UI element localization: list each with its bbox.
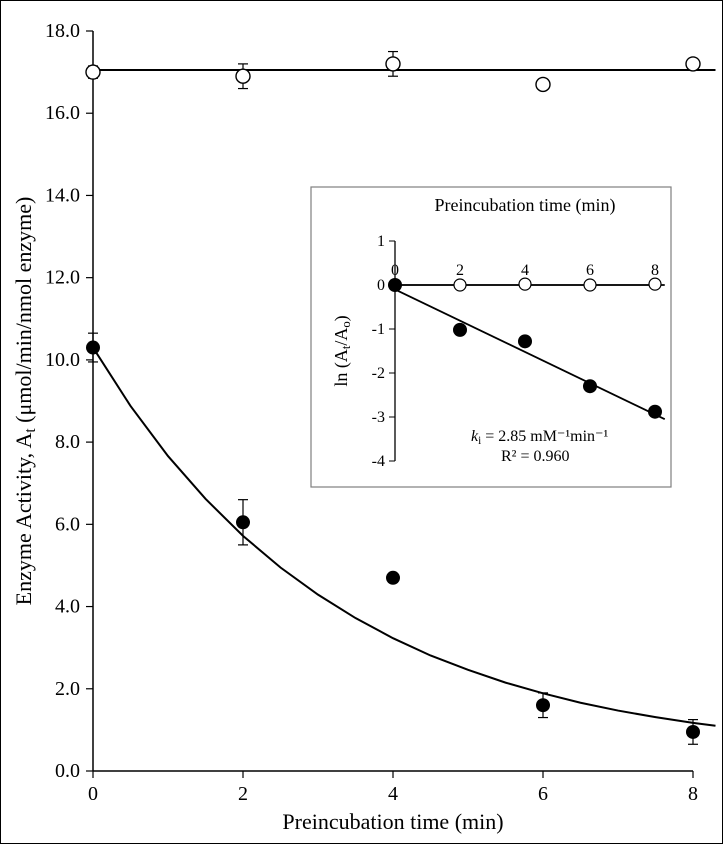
- inset-annotation-r2: R² = 0.960: [501, 448, 570, 465]
- inset-filled-marker: [518, 334, 532, 348]
- main-x-label: Preincubation time (min): [282, 809, 503, 834]
- inset-x-tick-label: 0: [391, 262, 399, 279]
- inset-y-tick-label: -3: [372, 409, 385, 426]
- main-open-marker: [386, 57, 400, 71]
- inset-open-marker: [519, 278, 531, 290]
- main-y-tick-label: 14.0: [45, 184, 80, 206]
- main-filled-marker: [86, 341, 100, 355]
- main-y-tick-label: 16.0: [45, 102, 80, 124]
- main-y-tick-label: 4.0: [55, 596, 80, 618]
- inset-x-tick-label: 8: [651, 262, 659, 279]
- main-filled-marker: [536, 698, 550, 712]
- main-filled-marker: [236, 515, 250, 529]
- inset-x-tick-label: 4: [521, 262, 529, 279]
- main-x-tick-label: 2: [238, 783, 248, 805]
- main-y-tick-label: 2.0: [55, 678, 80, 700]
- inset-y-tick-label: -2: [372, 365, 385, 382]
- inset-x-label: Preincubation time (min): [435, 195, 616, 216]
- main-y-label: Enzyme Activity, At (μmol/min/nmol enzym…: [11, 197, 39, 606]
- inset-open-marker: [584, 279, 596, 291]
- inset-filled-marker: [453, 323, 467, 337]
- inset-open-marker: [454, 279, 466, 291]
- inset-open-marker: [649, 278, 661, 290]
- main-open-marker: [236, 69, 250, 83]
- main-x-tick-label: 0: [88, 783, 98, 805]
- main-y-tick-label: 0.0: [55, 760, 80, 782]
- inset-filled-marker: [388, 278, 402, 292]
- main-x-tick-label: 6: [538, 783, 548, 805]
- inset-annotation-ki: ki = 2.85 mM⁻¹min⁻¹: [471, 428, 608, 447]
- chart-svg: 0.0 2.0 4.0 6.0 8.0 10.0 12.0 14.0 16.0 18.0 0 2 4 6 8…: [1, 1, 723, 845]
- inset-x-tick-label: 2: [456, 262, 464, 279]
- main-y-tick-label: 6.0: [55, 513, 80, 535]
- main-y-tick-label: 18.0: [45, 20, 80, 42]
- main-open-marker: [686, 57, 700, 71]
- main-filled-marker: [686, 725, 700, 739]
- inset-y-tick-label: -4: [372, 453, 385, 470]
- main-x-tick-label: 8: [688, 783, 698, 805]
- inset-y-tick-label: 1: [377, 233, 385, 250]
- inset-filled-marker: [583, 379, 597, 393]
- inset-y-tick-label: -1: [372, 321, 385, 338]
- inset-y-tick-label: 0: [377, 277, 385, 294]
- main-y-tick-label: 8.0: [55, 431, 80, 453]
- main-filled-marker: [386, 571, 400, 585]
- inset-filled-marker: [648, 405, 662, 419]
- main-y-tick-label: 10.0: [45, 349, 80, 371]
- inset-x-tick-label: 6: [586, 262, 594, 279]
- main-y-tick-label: 12.0: [45, 267, 80, 289]
- main-open-marker: [536, 77, 550, 91]
- main-open-marker: [86, 65, 100, 79]
- chart-frame: 0.0 2.0 4.0 6.0 8.0 10.0 12.0 14.0 16.0 18.0 0 2 4 6 8…: [0, 0, 723, 844]
- main-x-tick-label: 4: [388, 783, 398, 805]
